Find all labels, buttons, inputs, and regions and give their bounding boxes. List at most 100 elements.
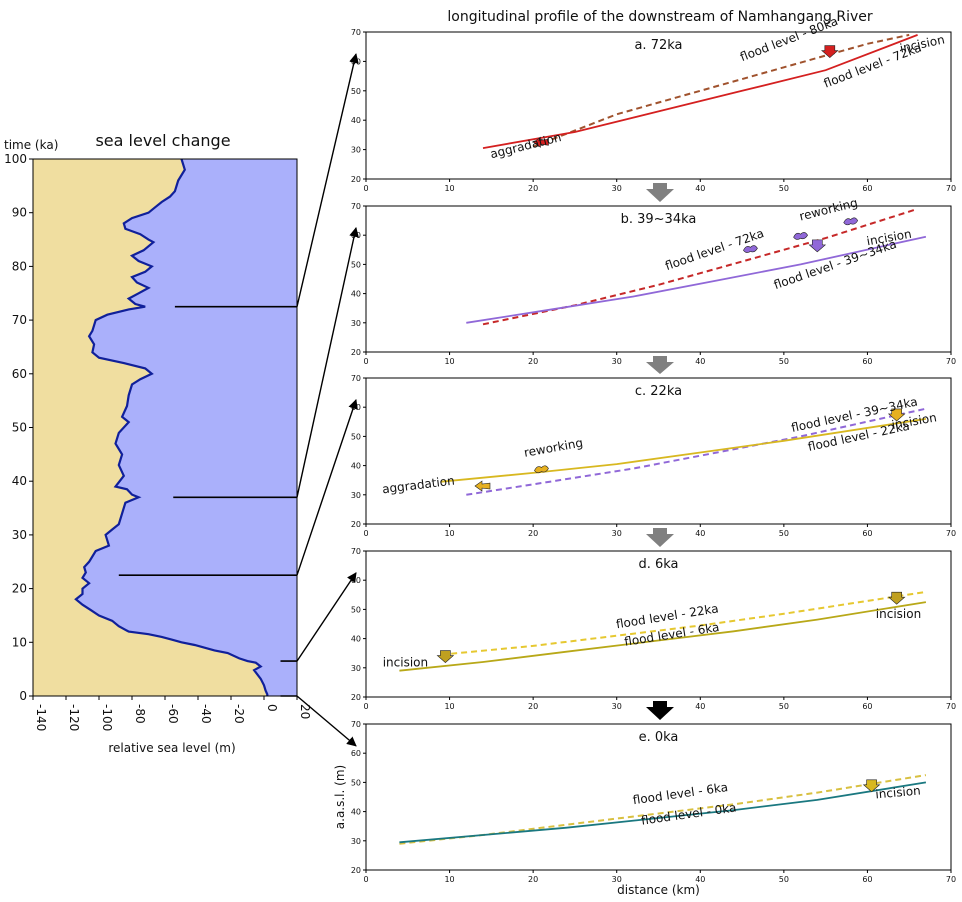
ytick-label: 40 — [351, 116, 361, 125]
xtick-label: 40 — [695, 184, 705, 193]
process-arrow-glyph — [532, 136, 549, 148]
ytick-label: 70 — [351, 547, 361, 556]
xtick-label: 20 — [528, 529, 538, 538]
sea-xtick-label: 20 — [298, 704, 312, 719]
sea-ylabel: time (ka) — [4, 138, 58, 152]
connector-arrow — [296, 572, 357, 662]
process-arrow-glyph — [862, 779, 881, 793]
xtick-label: 60 — [862, 702, 872, 711]
sea-ytick-label: 80 — [12, 259, 27, 273]
ytick-label: 50 — [351, 87, 361, 96]
panel-title: c. 22ka — [635, 384, 682, 399]
xtick-label: 60 — [862, 875, 872, 884]
sea-ytick-label: 10 — [12, 635, 27, 649]
panel-xlabel: distance (km) — [617, 883, 700, 897]
connector-arrow — [296, 226, 359, 498]
annotation-label: incision — [876, 607, 921, 621]
annotation-label: incision — [383, 655, 428, 669]
xtick-label: 40 — [695, 529, 705, 538]
ytick-label: 20 — [351, 693, 361, 702]
ytick-label: 40 — [351, 635, 361, 644]
process-arrow-glyph — [474, 480, 491, 492]
sea-xtick-label: 0 — [265, 704, 279, 712]
xtick-label: 50 — [779, 184, 789, 193]
ytick-label: 50 — [351, 260, 361, 269]
xtick-label: 40 — [695, 702, 705, 711]
xtick-label: 60 — [862, 529, 872, 538]
xtick-label: 10 — [444, 875, 454, 884]
sea-xtick-label: -80 — [133, 704, 147, 724]
process-arrow-glyph — [808, 239, 827, 253]
process-arrow-glyph — [887, 408, 906, 422]
panel-title: e. 0ka — [639, 730, 679, 745]
xtick-label: 30 — [612, 529, 622, 538]
sequence-arrow — [646, 701, 674, 720]
ytick-label: 40 — [351, 290, 361, 299]
annotation-label: incision — [875, 784, 921, 802]
ytick-label: 30 — [351, 837, 361, 846]
previous-flood-level-line — [532, 33, 910, 148]
ytick-label: 20 — [351, 348, 361, 357]
xtick-label: 20 — [528, 702, 538, 711]
previous-flood-level-line — [482, 207, 918, 326]
sea-ytick-label: 50 — [12, 421, 27, 435]
sea-xtick-label: -20 — [232, 704, 246, 724]
xtick-label: 50 — [779, 529, 789, 538]
sea-ytick-label: 0 — [19, 689, 27, 703]
xtick-label: 30 — [612, 357, 622, 366]
ytick-label: 30 — [351, 664, 361, 673]
ytick-label: 60 — [351, 57, 361, 66]
xtick-label: 40 — [695, 357, 705, 366]
xtick-label: 40 — [695, 875, 705, 884]
ytick-label: 40 — [351, 462, 361, 471]
ytick-label: 60 — [351, 749, 361, 758]
sea-xtick-label: -40 — [199, 704, 213, 724]
sea-xtick-label: -60 — [166, 704, 180, 724]
xtick-label: 60 — [862, 357, 872, 366]
ytick-label: 50 — [351, 432, 361, 441]
current-flood-level-line — [399, 601, 927, 672]
xtick-label: 50 — [779, 875, 789, 884]
reworking-glyph — [793, 232, 808, 240]
ytick-label: 50 — [351, 605, 361, 614]
ytick-label: 30 — [351, 491, 361, 500]
sequence-arrow — [646, 183, 674, 202]
sequence-arrow — [646, 356, 674, 374]
xtick-label: 60 — [862, 184, 872, 193]
ytick-label: 40 — [351, 808, 361, 817]
xtick-label: 70 — [946, 529, 956, 538]
ytick-label: 70 — [351, 720, 361, 729]
xtick-label: 0 — [363, 184, 368, 193]
connector-arrow — [296, 53, 359, 307]
sea-ytick-label: 30 — [12, 528, 27, 542]
sea-xtick-label: -120 — [67, 704, 81, 731]
reworking-glyph — [743, 245, 758, 253]
xtick-label: 20 — [528, 357, 538, 366]
xtick-label: 0 — [363, 875, 368, 884]
sea-xlabel: relative sea level (m) — [108, 741, 235, 755]
current-flood-level-line — [466, 235, 927, 324]
ytick-label: 30 — [351, 146, 361, 155]
sequence-arrow — [646, 528, 674, 547]
sea-ytick-label: 40 — [12, 474, 27, 488]
ytick-label: 20 — [351, 520, 361, 529]
panel-frame — [365, 31, 952, 180]
sea-ytick-label: 100 — [4, 152, 27, 166]
sea-ytick-label: 90 — [12, 206, 27, 220]
process-arrow-glyph — [436, 650, 455, 663]
xtick-label: 20 — [528, 875, 538, 884]
sea-ytick-label: 70 — [12, 313, 27, 327]
ytick-label: 20 — [351, 866, 361, 875]
reworking-glyph — [843, 217, 859, 226]
process-arrow-glyph — [887, 591, 906, 605]
panel-frame — [365, 205, 952, 353]
sea-title: sea level change — [95, 131, 230, 150]
ytick-label: 70 — [351, 28, 361, 37]
panel-title: d. 6ka — [638, 557, 678, 572]
xtick-label: 10 — [444, 529, 454, 538]
